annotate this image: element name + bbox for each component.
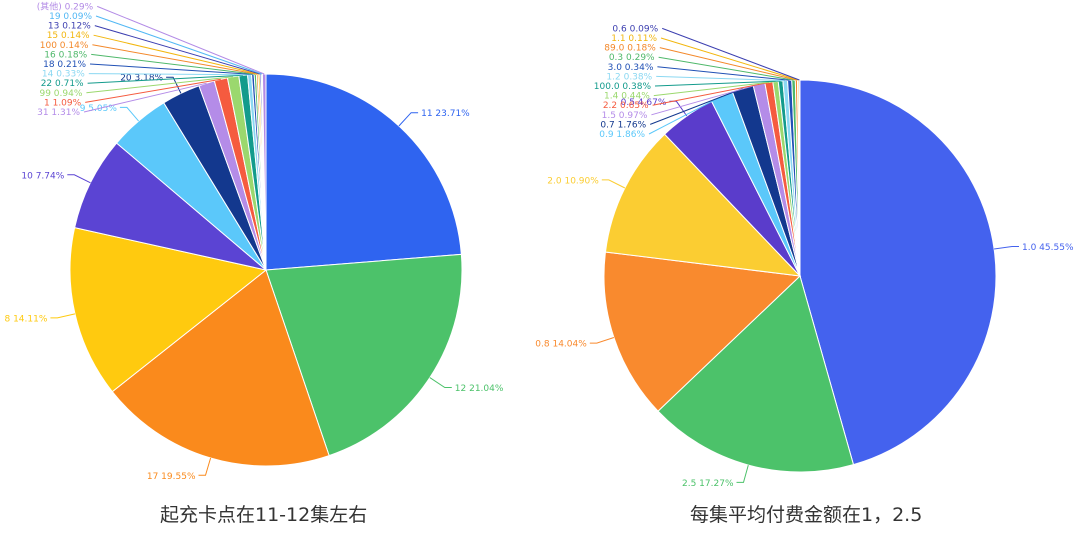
- leader-line: [653, 81, 776, 97]
- pie-slice: [265, 73, 462, 271]
- left-chart-caption: 起充卡点在11-12集左右: [160, 504, 368, 526]
- leader-line: [660, 37, 799, 81]
- leader-line: [652, 82, 769, 106]
- slice-label: 100.0 0.38%: [594, 82, 652, 92]
- pie-chart-right: 1.0 45.55% 2.5 17.27% 0.8 14.04% 2.0 10.90%…: [535, 24, 1074, 489]
- leader-line: [87, 74, 244, 84]
- slice-label: 2.5 17.27%: [682, 479, 734, 489]
- slice-label: 13 0.12%: [48, 22, 91, 32]
- pie-slice: [74, 142, 267, 271]
- slice-label: 31 1.31%: [37, 108, 80, 118]
- slice-label: 1.2 0.38%: [606, 72, 652, 82]
- leader-line: [92, 44, 258, 75]
- leader-line: [166, 76, 182, 94]
- leader-line: [662, 27, 800, 81]
- pie-slice: [111, 269, 330, 467]
- pie-slice: [265, 253, 463, 457]
- slice-label: 0.8 14.04%: [535, 340, 587, 350]
- slice-label: 1.5 0.97%: [602, 111, 648, 121]
- slice-label: 2.2 0.65%: [603, 101, 649, 111]
- slice-label: 19 0.09%: [49, 12, 92, 22]
- leader-line: [95, 15, 263, 75]
- slice-label: 15 0.14%: [47, 31, 90, 41]
- slice-label: 0.7 1.76%: [600, 120, 646, 130]
- leader-line: [88, 73, 250, 76]
- leader-line: [85, 78, 221, 103]
- leader-line: [50, 313, 76, 319]
- slice-label: 0.9 1.86%: [599, 130, 645, 140]
- leader-line: [94, 25, 261, 75]
- right-chart-caption: 每集平均付费金额在1，2.5: [690, 504, 923, 526]
- leader-line: [86, 76, 234, 94]
- leader-line: [654, 80, 781, 87]
- slice-label: 18 0.21%: [43, 60, 86, 70]
- leader-line: [650, 88, 743, 125]
- slice-label: (其他) 0.29%: [37, 0, 94, 12]
- leader-line: [93, 34, 260, 75]
- leader-line: [659, 47, 797, 81]
- slice-label: 89.0 0.18%: [604, 44, 656, 54]
- slice-label: 0.5 4.67%: [621, 98, 667, 108]
- slice-label: 3.0 0.34%: [608, 63, 654, 73]
- leader-line: [601, 179, 626, 189]
- slice-label: 1.0 45.55%: [1022, 243, 1074, 253]
- leader-line: [657, 66, 790, 81]
- slice-label: 8 14.11%: [4, 314, 47, 324]
- leader-line: [89, 63, 253, 75]
- pie-slice: [261, 73, 267, 271]
- pie-slice: [799, 79, 997, 466]
- slice-label: 11 23.71%: [421, 109, 470, 119]
- slice-label: 17 19.55%: [147, 472, 196, 482]
- slice-label: 99 0.94%: [39, 89, 82, 99]
- slice-label: 1.4 0.44%: [604, 92, 650, 102]
- slice-label: 1 1.09%: [44, 98, 82, 108]
- leader-line: [97, 5, 265, 75]
- leader-line: [736, 464, 749, 483]
- leader-line: [994, 246, 1019, 250]
- slice-label: 22 0.71%: [41, 79, 84, 89]
- pie-chart-left: 11 23.71% 12 21.04% 17 19.55% 8 14.11% 10 7.…: [4, 0, 503, 481]
- leader-line: [648, 95, 723, 135]
- leader-line: [83, 82, 207, 113]
- slice-label: 14 0.33%: [42, 70, 85, 80]
- slice-label: 20 3.18%: [120, 74, 163, 84]
- leader-line: [429, 377, 452, 388]
- leader-line: [589, 337, 615, 344]
- leader-line: [67, 174, 91, 184]
- slice-label: 100 0.14%: [40, 41, 89, 51]
- leader-line: [119, 106, 139, 122]
- leader-line: [198, 457, 212, 476]
- leader-line: [656, 75, 786, 82]
- leader-line: [651, 83, 760, 116]
- slice-label: 12 21.04%: [455, 384, 504, 394]
- pie-slice: [603, 251, 802, 412]
- slice-label: 16 0.18%: [44, 50, 87, 60]
- slice-label: 0.3 0.29%: [609, 53, 655, 63]
- leader-line: [91, 53, 256, 75]
- slice-label: 1.1 0.11%: [611, 34, 657, 44]
- leader-line: [398, 112, 419, 127]
- slice-label: 2.0 10.90%: [547, 176, 599, 186]
- pie-slice: [657, 275, 855, 473]
- slice-label: 0.6 0.09%: [612, 24, 658, 34]
- leader-line: [658, 56, 794, 81]
- slice-label: 10 7.74%: [21, 171, 64, 181]
- pie-slice: [69, 227, 268, 393]
